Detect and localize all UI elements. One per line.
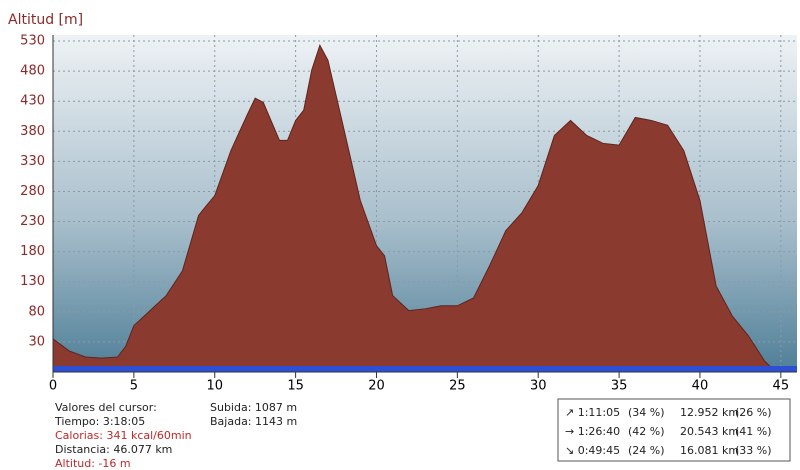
x-tick-label: 30 <box>530 379 547 394</box>
y-tick-label: 80 <box>28 304 45 319</box>
summary-cell: 20.543 km <box>680 425 739 438</box>
y-tick-label: 530 <box>20 34 45 49</box>
y-tick-label: 380 <box>20 124 45 139</box>
summary-cell: (33 %) <box>735 444 772 457</box>
x-tick-label: 0 <box>49 379 57 394</box>
summary-cell: (41 %) <box>735 425 772 438</box>
summary-cell: 16.081 km <box>680 444 739 457</box>
cursor-altitude: Altitud: -16 m <box>55 457 131 470</box>
x-tick-label: 20 <box>368 379 385 394</box>
summary-cell: → 1:26:40 <box>565 425 620 438</box>
y-tick-label: 180 <box>20 244 45 259</box>
summary-cell: (42 %) <box>628 425 665 438</box>
y-axis-label: Altitud [m] <box>8 12 83 28</box>
summary-cell: (26 %) <box>735 406 772 419</box>
y-tick-label: 30 <box>28 334 45 349</box>
summary-cell: (34 %) <box>628 406 665 419</box>
y-tick-label: 230 <box>20 214 45 229</box>
summary-cell: 12.952 km <box>680 406 739 419</box>
descent: Bajada: 1143 m <box>210 415 297 428</box>
x-tick-label: 45 <box>773 379 790 394</box>
y-tick-label: 130 <box>20 274 45 289</box>
summary-box <box>557 398 791 462</box>
x-tick-label: 5 <box>130 379 138 394</box>
x-tick-label: 15 <box>287 379 304 394</box>
summary-cell: ↗ 1:11:05 <box>565 406 620 419</box>
x-tick-label: 10 <box>206 379 223 394</box>
y-tick-label: 280 <box>20 184 45 199</box>
summary-cell: ↘ 0:49:45 <box>565 444 620 457</box>
x-tick-label: 40 <box>692 379 709 394</box>
y-tick-label: 330 <box>20 154 45 169</box>
x-tick-label: 35 <box>611 379 628 394</box>
summary-cell: (24 %) <box>628 444 665 457</box>
baseline-strip <box>53 366 797 372</box>
cursor-title: Valores del cursor: <box>55 401 157 414</box>
cursor-time: Tiempo: 3:18:05 <box>54 415 145 428</box>
y-tick-label: 430 <box>20 94 45 109</box>
y-tick-label: 480 <box>20 64 45 79</box>
cursor-calories: Calorias: 341 kcal/60min <box>55 429 192 442</box>
elevation-area <box>52 43 782 373</box>
ascent: Subida: 1087 m <box>210 401 297 414</box>
cursor-distance: Distancia: 46.077 km <box>55 443 172 456</box>
x-tick-label: 25 <box>449 379 466 394</box>
